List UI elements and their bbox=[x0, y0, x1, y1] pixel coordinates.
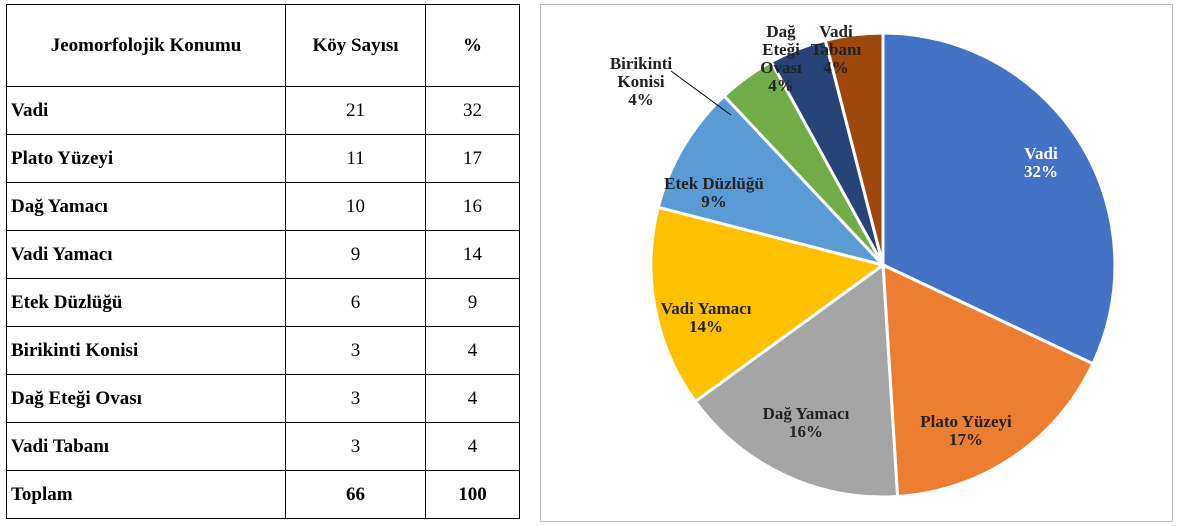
table-row: Vadi 21 32 bbox=[6, 86, 520, 135]
pie-slice bbox=[649, 205, 887, 404]
slice-name: Dağ Eteği Ovası bbox=[760, 22, 802, 77]
pie-slice bbox=[656, 93, 888, 268]
slice-percent: 4% bbox=[768, 76, 794, 95]
table-cell: 4 bbox=[425, 422, 520, 471]
header-row: Jeomorfolojik Konumu Köy Sayısı % bbox=[6, 4, 520, 87]
table-row: Etek Düzlüğü 6 9 bbox=[6, 278, 520, 327]
table-cell: 3 bbox=[285, 326, 426, 375]
table-cell: 11 bbox=[285, 134, 426, 183]
header-cell: Köy Sayısı bbox=[285, 4, 426, 87]
table-cell: 4 bbox=[425, 326, 520, 375]
table-cell: 32 bbox=[425, 86, 520, 135]
table-cell: 16 bbox=[425, 182, 520, 231]
table-row: Birikinti Konisi 3 4 bbox=[6, 326, 520, 375]
table-cell: 21 bbox=[285, 86, 426, 135]
slice-label: Dağ Yamacı 16% bbox=[756, 405, 856, 441]
table-row: Plato Yüzeyi 11 17 bbox=[6, 134, 520, 183]
table-cell: 17 bbox=[425, 134, 520, 183]
pie-slice bbox=[823, 31, 885, 266]
pie-chart bbox=[649, 31, 1117, 499]
slice-label: Birikinti Konisi 4% bbox=[591, 55, 691, 109]
table-cell: 6 bbox=[285, 278, 426, 327]
slice-label: Vadi Tabanı 4% bbox=[806, 23, 866, 77]
table-cell: 14 bbox=[425, 230, 520, 279]
table-cell: 9 bbox=[285, 230, 426, 279]
table-cell: Birikinti Konisi bbox=[6, 326, 286, 375]
slice-percent: 14% bbox=[689, 317, 723, 336]
table-cell: Toplam bbox=[6, 470, 286, 519]
header-cell: % bbox=[425, 4, 520, 87]
slice-name: Dağ Yamacı bbox=[762, 404, 850, 423]
table-row: Vadi Tabanı 3 4 bbox=[6, 422, 520, 471]
header-cell: Jeomorfolojik Konumu bbox=[6, 4, 286, 87]
slice-name: Vadi Yamacı bbox=[660, 299, 752, 318]
table-cell: Etek Düzlüğü bbox=[6, 278, 286, 327]
slice-name: Vadi Tabanı bbox=[810, 22, 862, 59]
pie-slice bbox=[881, 262, 1095, 499]
table-cell: 66 bbox=[285, 470, 426, 519]
slice-label: Vadi 32% bbox=[991, 145, 1091, 181]
slice-label: Etek Düzlüğü 9% bbox=[664, 175, 764, 211]
chart-area: Vadi 32% Plato Yüzeyi 17% Dağ Yamacı 16% Vadi … bbox=[540, 4, 1173, 522]
table-cell: Dağ Yamacı bbox=[6, 182, 286, 231]
table-cell: 100 bbox=[425, 470, 520, 519]
slice-percent: 9% bbox=[701, 192, 727, 211]
pie-slice bbox=[693, 262, 900, 499]
table-cell: Vadi bbox=[6, 86, 286, 135]
table-cell: Dağ Eteği Ovası bbox=[6, 374, 286, 423]
slice-name: Birikinti Konisi bbox=[609, 54, 673, 91]
leader-line bbox=[670, 70, 732, 116]
slice-name: Etek Düzlüğü bbox=[664, 174, 764, 193]
slice-percent: 4% bbox=[823, 58, 849, 77]
slice-percent: 32% bbox=[1024, 162, 1058, 181]
slice-percent: 4% bbox=[628, 90, 654, 109]
table-body: Jeomorfolojik Konumu Köy Sayısı % Vadi 21… bbox=[6, 4, 520, 519]
table-row: Vadi Yamacı 9 14 bbox=[6, 230, 520, 279]
table-cell: 3 bbox=[285, 374, 426, 423]
table-cell: Plato Yüzeyi bbox=[6, 134, 286, 183]
table-cell: 4 bbox=[425, 374, 520, 423]
slice-name: Plato Yüzeyi bbox=[920, 412, 1012, 431]
slice-label: Vadi Yamacı 14% bbox=[656, 300, 756, 336]
slice-percent: 16% bbox=[789, 422, 823, 441]
data-table: Jeomorfolojik Konumu Köy Sayısı % Vadi 21… bbox=[6, 4, 520, 519]
slice-percent: 17% bbox=[949, 430, 983, 449]
slice-label: Dağ Eteği Ovası 4% bbox=[746, 23, 816, 95]
table-cell: 10 bbox=[285, 182, 426, 231]
slice-name: Vadi bbox=[1024, 144, 1058, 163]
table-row: Toplam 66 100 bbox=[6, 470, 520, 519]
table-cell: Vadi Yamacı bbox=[6, 230, 286, 279]
table-row: Dağ Eteği Ovası 3 4 bbox=[6, 374, 520, 423]
pie-slice bbox=[881, 31, 1117, 366]
table-cell: 9 bbox=[425, 278, 520, 327]
table-row: Dağ Yamacı 10 16 bbox=[6, 182, 520, 231]
table-cell: 3 bbox=[285, 422, 426, 471]
slice-label: Plato Yüzeyi 17% bbox=[916, 413, 1016, 449]
table-cell: Vadi Tabanı bbox=[6, 422, 286, 471]
